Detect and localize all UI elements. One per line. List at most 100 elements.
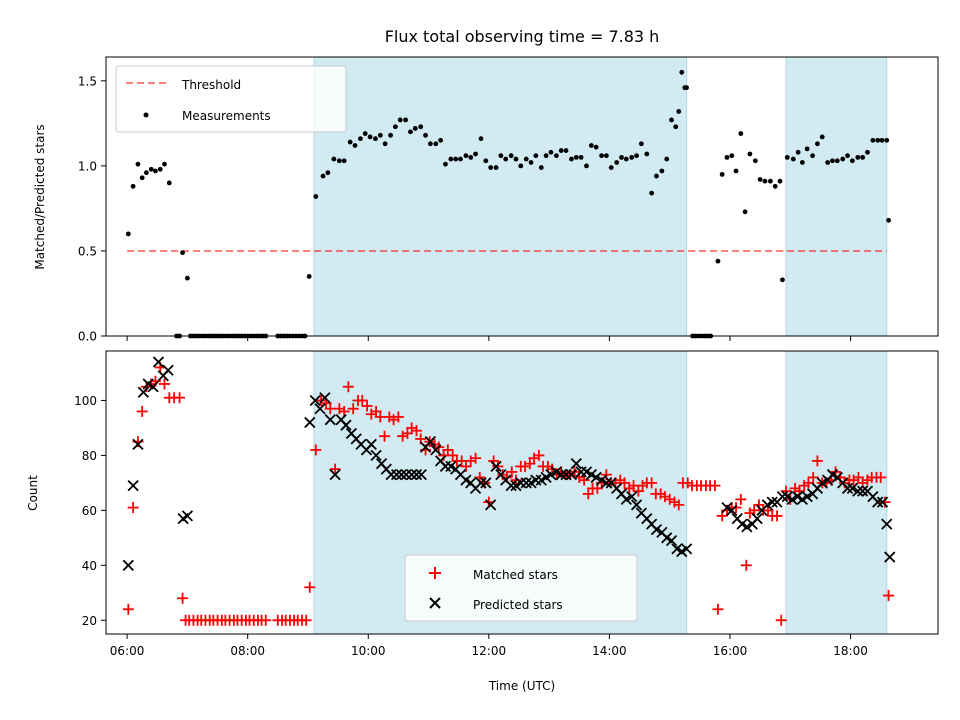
y-tick-label: 40 bbox=[82, 559, 97, 573]
matched-star-point bbox=[356, 394, 368, 406]
predicted-star-point bbox=[545, 469, 557, 481]
matched-star-point bbox=[709, 480, 721, 492]
matched-star-point bbox=[771, 510, 783, 522]
measurement-point bbox=[148, 166, 154, 172]
measurement-point bbox=[593, 144, 599, 150]
matched-star-point bbox=[392, 411, 404, 423]
matched-star-point bbox=[397, 430, 409, 442]
measurement-point bbox=[762, 178, 768, 184]
matched-star-point bbox=[735, 493, 747, 505]
measurement-point bbox=[634, 153, 639, 159]
predicted-star-point bbox=[852, 485, 864, 497]
predicted-star-point bbox=[884, 551, 896, 563]
matched-star-point bbox=[528, 452, 540, 464]
predicted-star-point bbox=[490, 460, 502, 473]
x-tick-label: 16:00 bbox=[713, 644, 748, 658]
measurement-point bbox=[528, 160, 534, 165]
bottom-axes-frame bbox=[105, 350, 939, 635]
measurements-legend-label: Measurements bbox=[182, 109, 271, 123]
measurement-point bbox=[553, 153, 559, 159]
matched-star-point bbox=[158, 378, 170, 390]
predicted-star-point bbox=[650, 523, 663, 536]
predicted-star-point bbox=[630, 499, 643, 511]
measurement-point bbox=[777, 178, 783, 184]
measurement-point bbox=[715, 258, 721, 264]
measurement-point bbox=[157, 166, 163, 172]
measurement-point bbox=[373, 136, 378, 142]
measurement-point bbox=[382, 141, 388, 147]
measurement-point bbox=[729, 153, 735, 159]
matched-star-point bbox=[127, 502, 139, 514]
predicted-star-point bbox=[370, 449, 382, 462]
measurement-point bbox=[533, 153, 539, 159]
measurement-point bbox=[573, 154, 579, 160]
shaded-region bbox=[785, 56, 888, 337]
measurement-point bbox=[331, 156, 337, 162]
measurement-point bbox=[679, 69, 685, 75]
measurement-point bbox=[427, 141, 433, 147]
measurement-point bbox=[825, 160, 831, 165]
measurement-point bbox=[347, 139, 353, 145]
matched-star-point bbox=[304, 581, 316, 593]
predicted-star-point bbox=[590, 471, 602, 484]
measurement-point bbox=[468, 154, 474, 160]
y-tick-label: 20 bbox=[82, 614, 97, 628]
y-tick-label: 0.5 bbox=[78, 244, 97, 258]
bottom-ylabel: Count bbox=[26, 475, 40, 511]
predicted-star-point bbox=[846, 482, 859, 495]
measurement-point bbox=[724, 154, 730, 160]
measurement-point bbox=[184, 275, 190, 281]
predicted-star-point bbox=[857, 485, 869, 497]
measurement-point bbox=[584, 163, 589, 169]
y-tick-label: 0.0 bbox=[78, 330, 97, 344]
top-legend-box bbox=[115, 65, 347, 133]
measurement-point bbox=[388, 132, 393, 138]
matched-star-point bbox=[442, 444, 454, 456]
measurement-point bbox=[488, 165, 494, 170]
predicted-star-point bbox=[665, 534, 678, 547]
predicted-star-point bbox=[152, 356, 165, 368]
matched-legend-label: Matched stars bbox=[473, 568, 558, 582]
predicted-star-point bbox=[365, 438, 377, 451]
measurement-point bbox=[886, 217, 891, 223]
measurement-point bbox=[513, 156, 519, 162]
bottom-legend-box bbox=[404, 554, 638, 622]
predicted-star-point bbox=[329, 469, 341, 481]
measurement-point bbox=[341, 158, 347, 164]
matched-star-point bbox=[136, 405, 148, 417]
measurement-point bbox=[453, 156, 459, 162]
matched-star-point bbox=[300, 614, 312, 626]
measurement-point bbox=[790, 156, 796, 162]
predicted-star-point bbox=[505, 479, 517, 492]
matched-star-point bbox=[410, 425, 422, 437]
predicted-star-point bbox=[390, 469, 403, 481]
measurement-point bbox=[884, 137, 890, 143]
measurement-point bbox=[719, 171, 725, 177]
predicted-star-point bbox=[406, 469, 418, 481]
bottom-legend: Matched stars Predicted stars bbox=[404, 554, 638, 622]
measurement-point bbox=[569, 156, 574, 162]
measurement-point bbox=[336, 158, 342, 164]
measurement-point bbox=[644, 151, 650, 157]
y-tick-label: 1.5 bbox=[78, 74, 97, 88]
threshold-legend-label: Threshold bbox=[181, 78, 241, 92]
measurement-point bbox=[306, 274, 312, 279]
predicted-star-point bbox=[626, 490, 638, 503]
predicted-legend-label: Predicted stars bbox=[473, 598, 563, 612]
x-tick-label: 08:00 bbox=[230, 644, 265, 658]
matched-star-point bbox=[174, 392, 186, 404]
measurement-point bbox=[676, 109, 682, 114]
predicted-star-point bbox=[181, 510, 194, 522]
measurement-point bbox=[588, 143, 594, 148]
measurement-point bbox=[143, 170, 149, 176]
measurement-point bbox=[742, 209, 748, 215]
matched-star-point bbox=[807, 471, 819, 483]
top-legend: Threshold Measurements bbox=[115, 65, 347, 133]
predicted-legend-swatch bbox=[429, 597, 441, 609]
matched-star-point bbox=[533, 449, 545, 461]
matched-legend-swatch bbox=[429, 567, 441, 579]
matched-star-point bbox=[333, 403, 345, 415]
measurement-point bbox=[860, 154, 866, 160]
matched-star-point bbox=[460, 460, 472, 472]
predicted-star-point bbox=[147, 381, 159, 393]
